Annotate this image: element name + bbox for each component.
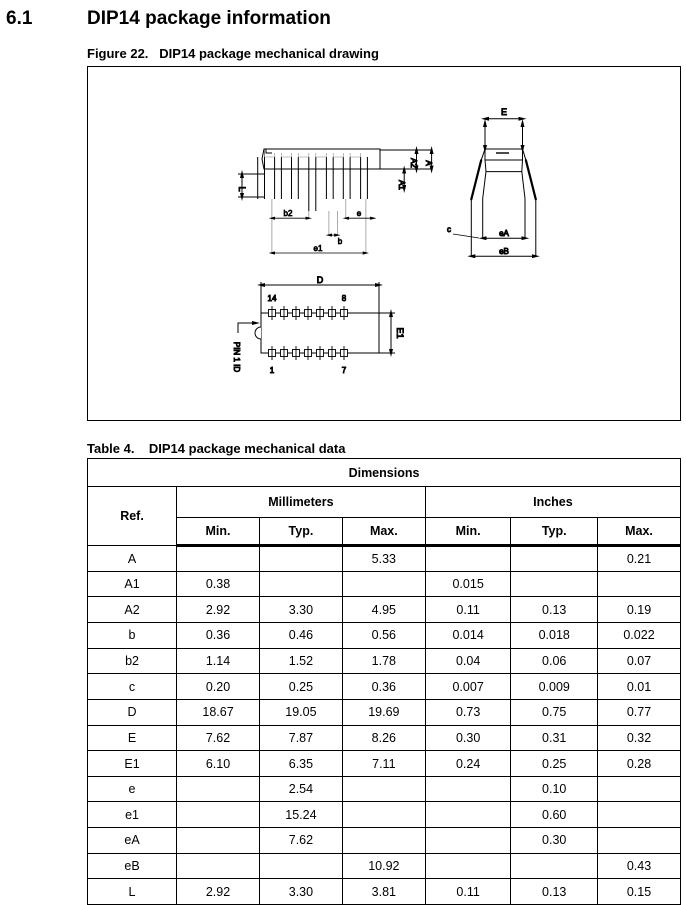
svg-text:A: A	[424, 160, 433, 166]
svg-text:14: 14	[268, 294, 277, 303]
svg-text:1: 1	[270, 366, 275, 375]
svg-text:E1: E1	[395, 327, 405, 338]
svg-text:7: 7	[342, 366, 347, 375]
svg-text:A2: A2	[409, 158, 418, 168]
svg-text:A1: A1	[397, 180, 406, 190]
svg-text:eA: eA	[499, 229, 509, 238]
svg-text:e1: e1	[314, 244, 323, 253]
svg-text:eB: eB	[499, 247, 509, 256]
svg-text:c: c	[447, 225, 451, 234]
svg-text:PIN 1 ID: PIN 1 ID	[232, 342, 241, 372]
svg-text:b2: b2	[284, 209, 293, 218]
svg-text:8: 8	[342, 294, 347, 303]
svg-text:D: D	[317, 275, 324, 285]
svg-text:b: b	[338, 237, 343, 246]
svg-text:E: E	[501, 107, 507, 117]
svg-text:e: e	[357, 209, 362, 218]
svg-text:L: L	[237, 186, 247, 191]
